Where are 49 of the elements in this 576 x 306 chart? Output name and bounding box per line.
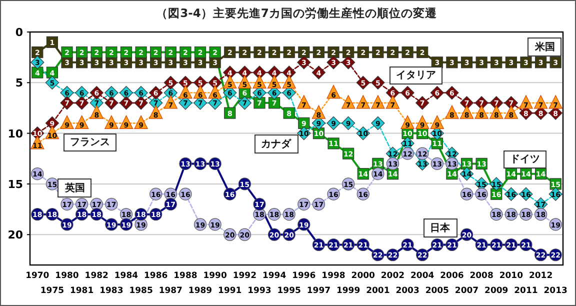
x-tick-label: 1986 <box>144 271 168 281</box>
x-tick-label: 1994 <box>262 271 286 281</box>
y-tick-label: 20 <box>8 228 24 242</box>
x-tick-label: 1996 <box>292 271 316 281</box>
x-tick-label: 2007 <box>454 286 479 296</box>
x-tick-label: 2006 <box>440 271 464 281</box>
x-tick-label: 1997 <box>306 286 331 296</box>
x-tick-label: 2003 <box>396 286 420 296</box>
x-tick-label: 2004 <box>410 271 434 281</box>
x-tick-label: 2008 <box>470 271 494 281</box>
x-tick-label: 1992 <box>232 271 257 281</box>
x-tick-label: 1989 <box>188 286 212 296</box>
x-tick-label: 1982 <box>84 271 109 281</box>
series-label: 日本 <box>430 222 451 234</box>
x-tick-label: 2010 <box>499 271 524 281</box>
y-tick-label: 10 <box>8 127 24 140</box>
y-tick-label: 15 <box>8 178 23 191</box>
x-tick-label: 1993 <box>248 286 272 296</box>
x-tick-label: 2000 <box>351 271 376 281</box>
series-label: 米国 <box>534 41 555 53</box>
x-tick-label: 1988 <box>174 271 198 281</box>
x-tick-label: 1983 <box>100 286 124 296</box>
series-label: ドイツ <box>510 154 540 165</box>
series-label: 英国 <box>64 182 85 194</box>
chart-title: （図3-4）主要先進7カ国の労働生産性の順位の変遷 <box>156 6 438 20</box>
x-tick-label: 2001 <box>366 286 390 296</box>
x-tick-label: 2013 <box>544 286 568 296</box>
y-tick-label: 0 <box>15 26 24 39</box>
x-tick-label: 1984 <box>114 271 138 281</box>
x-tick-label: 2005 <box>425 286 450 296</box>
x-tick-label: 1999 <box>336 286 360 296</box>
series-label: イタリア <box>396 70 436 81</box>
x-tick-label: 1991 <box>218 286 242 296</box>
x-tick-label: 1975 <box>40 286 64 296</box>
x-tick-label: 2012 <box>528 271 553 281</box>
x-tick-label: 1998 <box>322 271 346 281</box>
y-tick-label: 5 <box>15 76 23 90</box>
x-tick-label: 1970 <box>26 271 50 281</box>
x-tick-label: 1990 <box>203 271 227 281</box>
x-tick-label: 2002 <box>380 271 405 281</box>
x-tick-label: 1980 <box>55 271 79 281</box>
series-label: カナダ <box>261 138 292 150</box>
x-tick-label: 1987 <box>158 286 183 296</box>
x-tick-label: 2009 <box>484 286 508 296</box>
series-label: フランス <box>70 137 110 148</box>
x-tick-label: 1981 <box>70 286 94 296</box>
x-tick-label: 1995 <box>277 286 302 296</box>
x-tick-label: 2011 <box>514 286 538 296</box>
x-tick-label: 1985 <box>129 286 153 296</box>
